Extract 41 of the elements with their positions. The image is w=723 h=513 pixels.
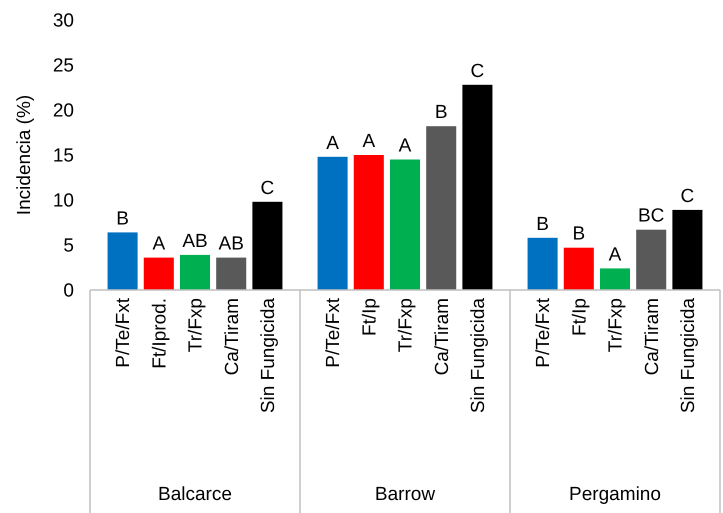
- data-label: A: [608, 244, 622, 266]
- x-tick-label: Ca/Tiram: [432, 298, 453, 376]
- data-label: C: [260, 178, 274, 199]
- data-label: B: [116, 208, 129, 230]
- y-tick-label: 5: [63, 236, 74, 257]
- x-tick-label: P/Te/Fxt: [323, 297, 344, 368]
- x-tick-label: Sin Fungicida: [258, 298, 280, 414]
- data-label: A: [152, 234, 166, 255]
- x-tick-label: Ft/Iprod.: [149, 298, 170, 369]
- text: Pergamino: [569, 484, 661, 505]
- x-tick-label: Ca/Tiram: [642, 298, 663, 376]
- y-tick-label: 10: [52, 190, 74, 212]
- data-label: A: [362, 131, 376, 152]
- y-tick-label: 20: [52, 100, 74, 122]
- x-tick-label: Tr/Fxp: [396, 298, 417, 352]
- data-label: AB: [218, 234, 244, 255]
- x-tick-label: P/Te/Fxt: [113, 297, 134, 368]
- data-label: C: [680, 186, 694, 207]
- y-tick-label: 25: [52, 56, 74, 77]
- x-tick-label: Ft/Ip: [359, 298, 380, 336]
- data-label: A: [398, 136, 412, 156]
- y-tick-label: 0: [63, 280, 74, 302]
- data-label: B: [572, 224, 586, 245]
- data-label: BC: [638, 206, 664, 227]
- data-label: AB: [182, 230, 208, 252]
- y-tick-label: 15: [52, 146, 74, 167]
- y-axis-title: Incidencia (%): [14, 94, 35, 216]
- x-tick-label: Sin Fungicida: [468, 298, 490, 414]
- text: Barrow: [374, 484, 436, 505]
- y-tick-label: 30: [52, 10, 74, 32]
- data-label: A: [326, 132, 340, 154]
- data-label: B: [434, 102, 448, 124]
- data-label: B: [536, 214, 549, 235]
- x-tick-label: Ft/Ip: [569, 298, 590, 336]
- data-label: C: [470, 60, 484, 82]
- x-tick-label: Ca/Tiram: [222, 298, 243, 376]
- text: Balcarce: [158, 484, 232, 505]
- x-tick-label: P/Te/Fxt: [533, 297, 554, 368]
- x-tick-label: Tr/Fxp: [606, 298, 627, 352]
- x-tick-label: Tr/Fxp: [186, 298, 207, 352]
- x-tick-label: Sin Fungicida: [678, 298, 700, 414]
